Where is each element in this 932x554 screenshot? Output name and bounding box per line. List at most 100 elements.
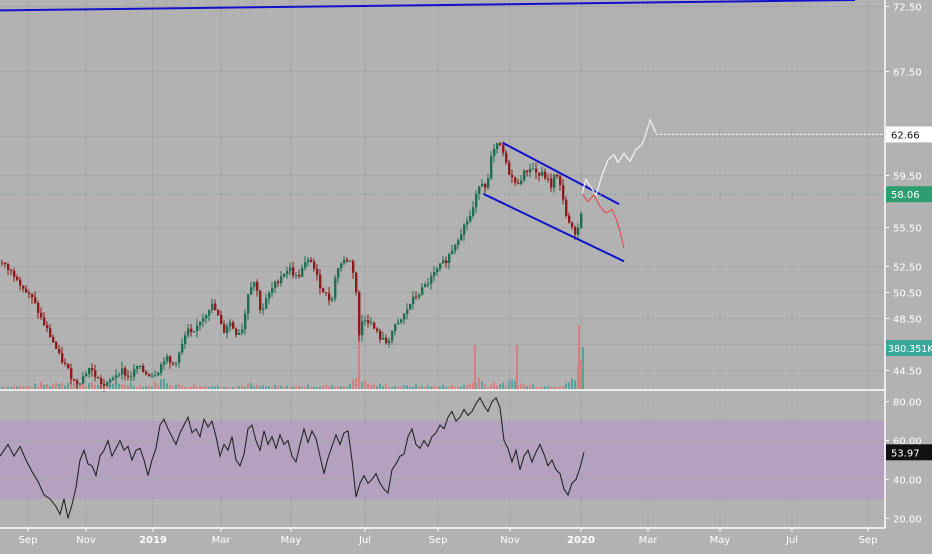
candle-body (541, 171, 544, 176)
candle-body (145, 371, 148, 375)
candle-body (388, 340, 391, 344)
candle-body (55, 342, 58, 349)
candle-body (559, 176, 562, 185)
volume-bar (516, 344, 518, 390)
price-tick-label: 48.50 (893, 315, 922, 326)
volume-bar (253, 385, 255, 390)
candle-body (511, 174, 514, 178)
candle-body (262, 308, 265, 311)
candle-body (226, 326, 229, 333)
candle-body (439, 263, 442, 269)
volume-bar (61, 383, 63, 390)
candle-body (181, 343, 184, 353)
candle-body (307, 259, 310, 263)
candle-body (460, 234, 463, 241)
candle-body (553, 174, 556, 188)
candle-body (247, 294, 250, 314)
candle-body (130, 376, 133, 378)
volume-bar (493, 382, 495, 390)
candle-body (199, 321, 202, 326)
volume-bar (268, 385, 270, 390)
candle-body (61, 353, 64, 363)
volume-bar (463, 384, 465, 390)
candle-body (274, 281, 277, 289)
candle-body (265, 298, 268, 309)
volume-bar (244, 386, 246, 390)
volume-bar (181, 386, 183, 390)
volume-bar (79, 384, 81, 390)
candle-body (520, 180, 523, 184)
volume-bar (505, 385, 507, 390)
time-tick-label: Sep (19, 535, 38, 546)
volume-bar (496, 385, 498, 390)
candle-body (76, 380, 79, 385)
price-axis[interactable]: 72.5067.5062.5059.5055.5052.5050.5048.50… (884, 0, 932, 550)
candle-body (304, 262, 307, 268)
volume-bar (481, 381, 483, 390)
volume-bar (355, 377, 357, 390)
candle-body (352, 260, 355, 273)
last-price-badge (886, 186, 932, 203)
candle-body (391, 331, 394, 341)
candle-body (298, 274, 301, 277)
candle-body (184, 335, 187, 344)
candle-body (175, 362, 178, 364)
candle-body (370, 322, 373, 324)
volume-bar (316, 387, 318, 390)
candle-body (361, 321, 364, 336)
candle-body (346, 259, 349, 262)
candle-body (283, 274, 286, 277)
candle-body (271, 288, 274, 293)
price-tick-label: 59.50 (893, 172, 922, 183)
candle-body (382, 337, 385, 340)
candle-body (457, 240, 460, 245)
volume-bar (457, 387, 459, 390)
price-tick-label: 52.50 (893, 263, 922, 274)
candle-body (301, 267, 304, 277)
candle-body (508, 162, 511, 175)
candle-body (154, 375, 157, 377)
candle-body (250, 286, 253, 295)
candle-body (427, 283, 430, 285)
volume-bar (187, 387, 189, 390)
volume-bar (379, 383, 381, 390)
candle-body (316, 268, 319, 275)
volume-bar (574, 380, 576, 390)
volume-bar (85, 386, 87, 390)
candle-body (442, 260, 445, 264)
volume-bar (91, 382, 93, 390)
candle-body (424, 284, 427, 288)
volume-bar (193, 384, 195, 390)
candle-body (223, 324, 226, 333)
candle-body (535, 168, 538, 173)
volume-bar (343, 385, 345, 390)
volume-bar (199, 385, 201, 390)
volume-bar (1, 386, 3, 390)
volume-bar (133, 385, 135, 390)
volume-bar (388, 387, 390, 390)
volume-bar (376, 386, 378, 390)
candle-body (100, 378, 103, 384)
candle-body (466, 221, 469, 225)
volume-bar (466, 384, 468, 390)
volume-bar (109, 385, 111, 390)
candle-body (178, 352, 181, 363)
time-axis[interactable]: Sep Nov 2019 Mar May Jul Sep Nov 2020 Mar May Jul Se… (0, 527, 885, 546)
volume-bar (115, 383, 117, 390)
volume-bar (175, 384, 177, 390)
volume-bar (334, 387, 336, 390)
volume-bar (487, 387, 489, 390)
volume-bar (73, 379, 75, 390)
volume-bar (154, 381, 156, 390)
candle-body (355, 272, 358, 293)
candle-body (244, 313, 247, 330)
candle-body (532, 168, 535, 170)
volume-bar (286, 385, 288, 390)
candle-body (454, 244, 457, 251)
price-tick-label: 44.50 (893, 367, 922, 378)
volume-bar (280, 385, 282, 390)
candle-body (235, 328, 238, 335)
candle-body (49, 328, 52, 338)
candle-body (577, 227, 580, 235)
